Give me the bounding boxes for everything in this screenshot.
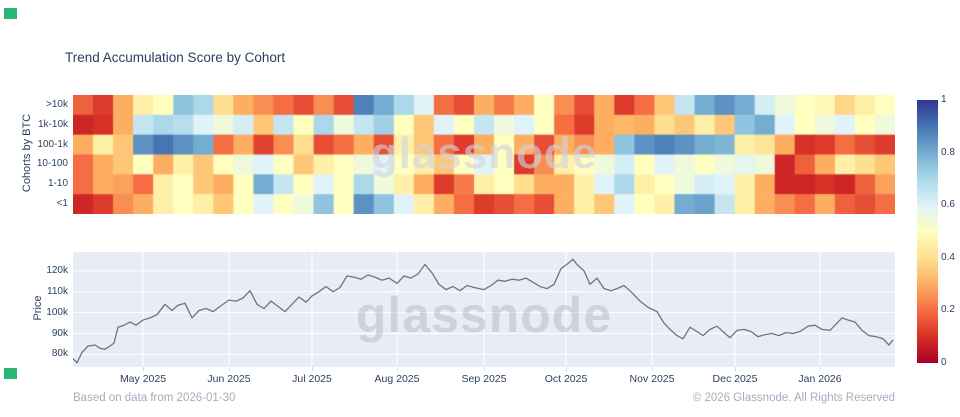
colorbar-tick-label: 0.2 [941, 304, 955, 316]
data-date-note: Based on data from 2026-01-30 [73, 392, 236, 404]
x-tick-label: Jan 2026 [798, 373, 842, 385]
x-tick-label: Sep 2025 [461, 373, 507, 385]
x-tick-mark [652, 367, 653, 371]
heatmap-row-label: 1k-10k [37, 118, 68, 130]
x-tick-mark [484, 367, 485, 371]
colorbar-tick-label: 0.6 [941, 199, 955, 211]
colorbar-tick-label: 0 [941, 357, 947, 368]
accumulation-heatmap[interactable] [73, 95, 895, 214]
heatmap-row-label: 10-100 [36, 158, 68, 170]
heatmap-row-label: >10k [46, 98, 68, 110]
price-y-tick-label: 110k [47, 285, 68, 297]
price-y-tick-label: 100k [46, 306, 68, 318]
price-y-tick-label: 90k [51, 327, 68, 339]
x-tick-label: Dec 2025 [712, 373, 758, 385]
heatmap-row-label: 1-10 [47, 178, 68, 190]
colorbar [917, 100, 938, 363]
x-tick-label: Oct 2025 [544, 373, 588, 385]
heatmap-row-labels: >10k 1k-10k 100-1k 10-100 1-10 <1 [0, 95, 68, 214]
price-y-tick-label: 120k [46, 264, 68, 276]
price-y-tick-label: 80k [51, 348, 68, 360]
heatmap-row-label: 100-1k [37, 138, 68, 150]
green-marker [4, 8, 17, 19]
x-tick-label: Jun 2025 [207, 373, 251, 385]
colorbar-tick-labels: 1 0.8 0.6 0.4 0.2 0 [941, 94, 960, 368]
x-tick-mark [312, 367, 313, 371]
x-tick-mark [397, 367, 398, 371]
x-tick-mark [143, 367, 144, 371]
heatmap-row-label: <1 [56, 198, 68, 210]
x-axis-tick-labels: May 2025 Jun 2025 Jul 2025 Aug 2025 Sep 2025… [0, 367, 960, 386]
copyright-note: © 2026 Glassnode. All Rights Reserved [692, 392, 895, 404]
colorbar-tick-label: 0.8 [941, 146, 955, 158]
x-tick-mark [229, 367, 230, 371]
x-tick-mark [566, 367, 567, 371]
x-tick-label: Aug 2025 [374, 373, 420, 385]
colorbar-tick-label: 0.4 [941, 251, 955, 263]
price-y-tick-labels: 120k 110k 100k 90k 80k [0, 252, 68, 367]
x-tick-label: May 2025 [119, 373, 167, 385]
price-line [73, 258, 894, 364]
x-tick-label: Jul 2025 [292, 373, 332, 385]
x-tick-label: Nov 2025 [629, 373, 675, 385]
x-tick-mark [735, 367, 736, 371]
price-chart[interactable] [73, 252, 895, 367]
colorbar-tick-label: 1 [941, 94, 947, 105]
green-marker [4, 368, 17, 379]
chart-title: Trend Accumulation Score by Cohort [65, 50, 286, 65]
x-tick-mark [820, 367, 821, 371]
